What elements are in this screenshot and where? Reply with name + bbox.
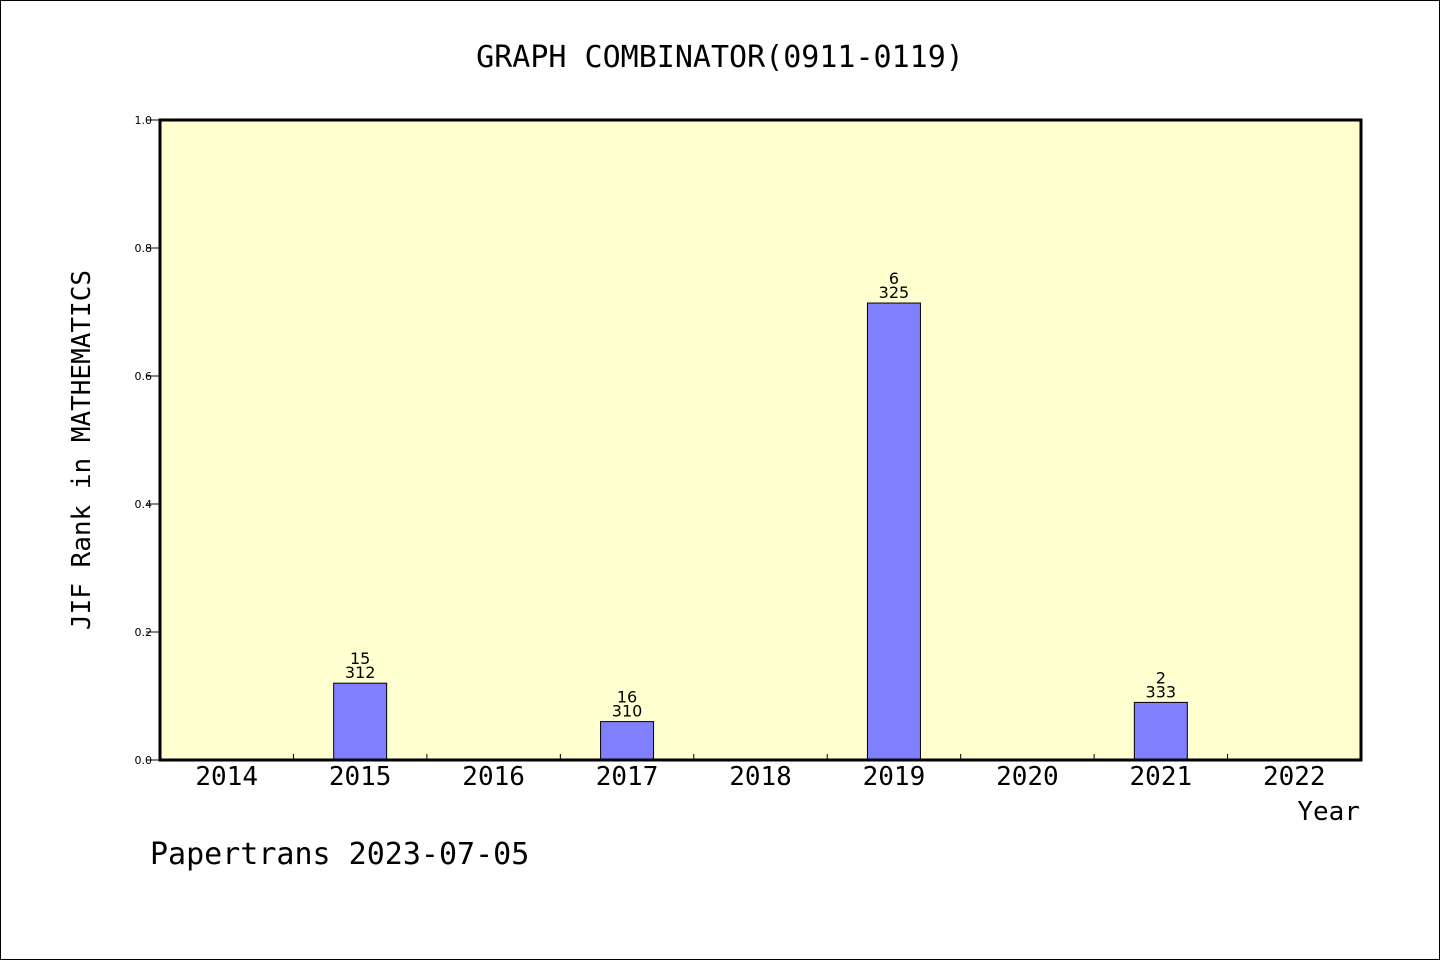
bar-rank-label: 15 bbox=[350, 649, 370, 668]
x-tick-label: 2014 bbox=[195, 762, 258, 792]
y-tick-label: 0.0 bbox=[135, 754, 153, 767]
x-axis-label: Year bbox=[1297, 797, 1360, 827]
bar-2019 bbox=[866, 302, 921, 761]
plot-border bbox=[158, 118, 1363, 762]
bar-total-label: 312 bbox=[345, 663, 376, 682]
y-tick-label: 0.6 bbox=[135, 370, 153, 383]
y-tick-label: 0.4 bbox=[135, 498, 153, 511]
bar-rank-label: 2 bbox=[1156, 668, 1166, 687]
x-tick-label: 2021 bbox=[1130, 762, 1193, 792]
bar-rank-label: 6 bbox=[889, 269, 899, 288]
bar-total-label: 333 bbox=[1146, 682, 1177, 701]
x-tick-label: 2018 bbox=[729, 762, 792, 792]
chart-title: GRAPH COMBINATOR(0911-0119) bbox=[476, 40, 964, 75]
bar-2021 bbox=[1133, 701, 1188, 761]
y-tick-label: 0.2 bbox=[135, 626, 153, 639]
y-axis: 0.0 0.2 0.4 0.6 0.8 1.0 bbox=[135, 114, 160, 767]
y-tick-label: 0.8 bbox=[135, 242, 153, 255]
x-tick-label: 2015 bbox=[329, 762, 392, 792]
bar-2015 bbox=[333, 682, 388, 761]
y-axis-label: JIF Rank in MATHEMATICS bbox=[67, 270, 97, 630]
y-tick-label: 1.0 bbox=[135, 114, 153, 127]
x-tick-label: 2016 bbox=[462, 762, 525, 792]
bar-total-label: 325 bbox=[879, 283, 910, 302]
x-axis: 2014 2015 2016 2017 2018 2019 2020 2021 2022 bbox=[195, 754, 1326, 792]
plot-area bbox=[160, 120, 1361, 760]
x-tick-label: 2019 bbox=[863, 762, 926, 792]
x-tick-label: 2020 bbox=[996, 762, 1059, 792]
footer-credit: Papertrans 2023-07-05 bbox=[150, 837, 529, 872]
bar-total-label: 310 bbox=[612, 702, 643, 721]
x-tick-label: 2017 bbox=[596, 762, 659, 792]
bar-2017 bbox=[600, 721, 655, 761]
bar-rank-label: 16 bbox=[617, 688, 637, 707]
x-tick-label: 2022 bbox=[1263, 762, 1326, 792]
